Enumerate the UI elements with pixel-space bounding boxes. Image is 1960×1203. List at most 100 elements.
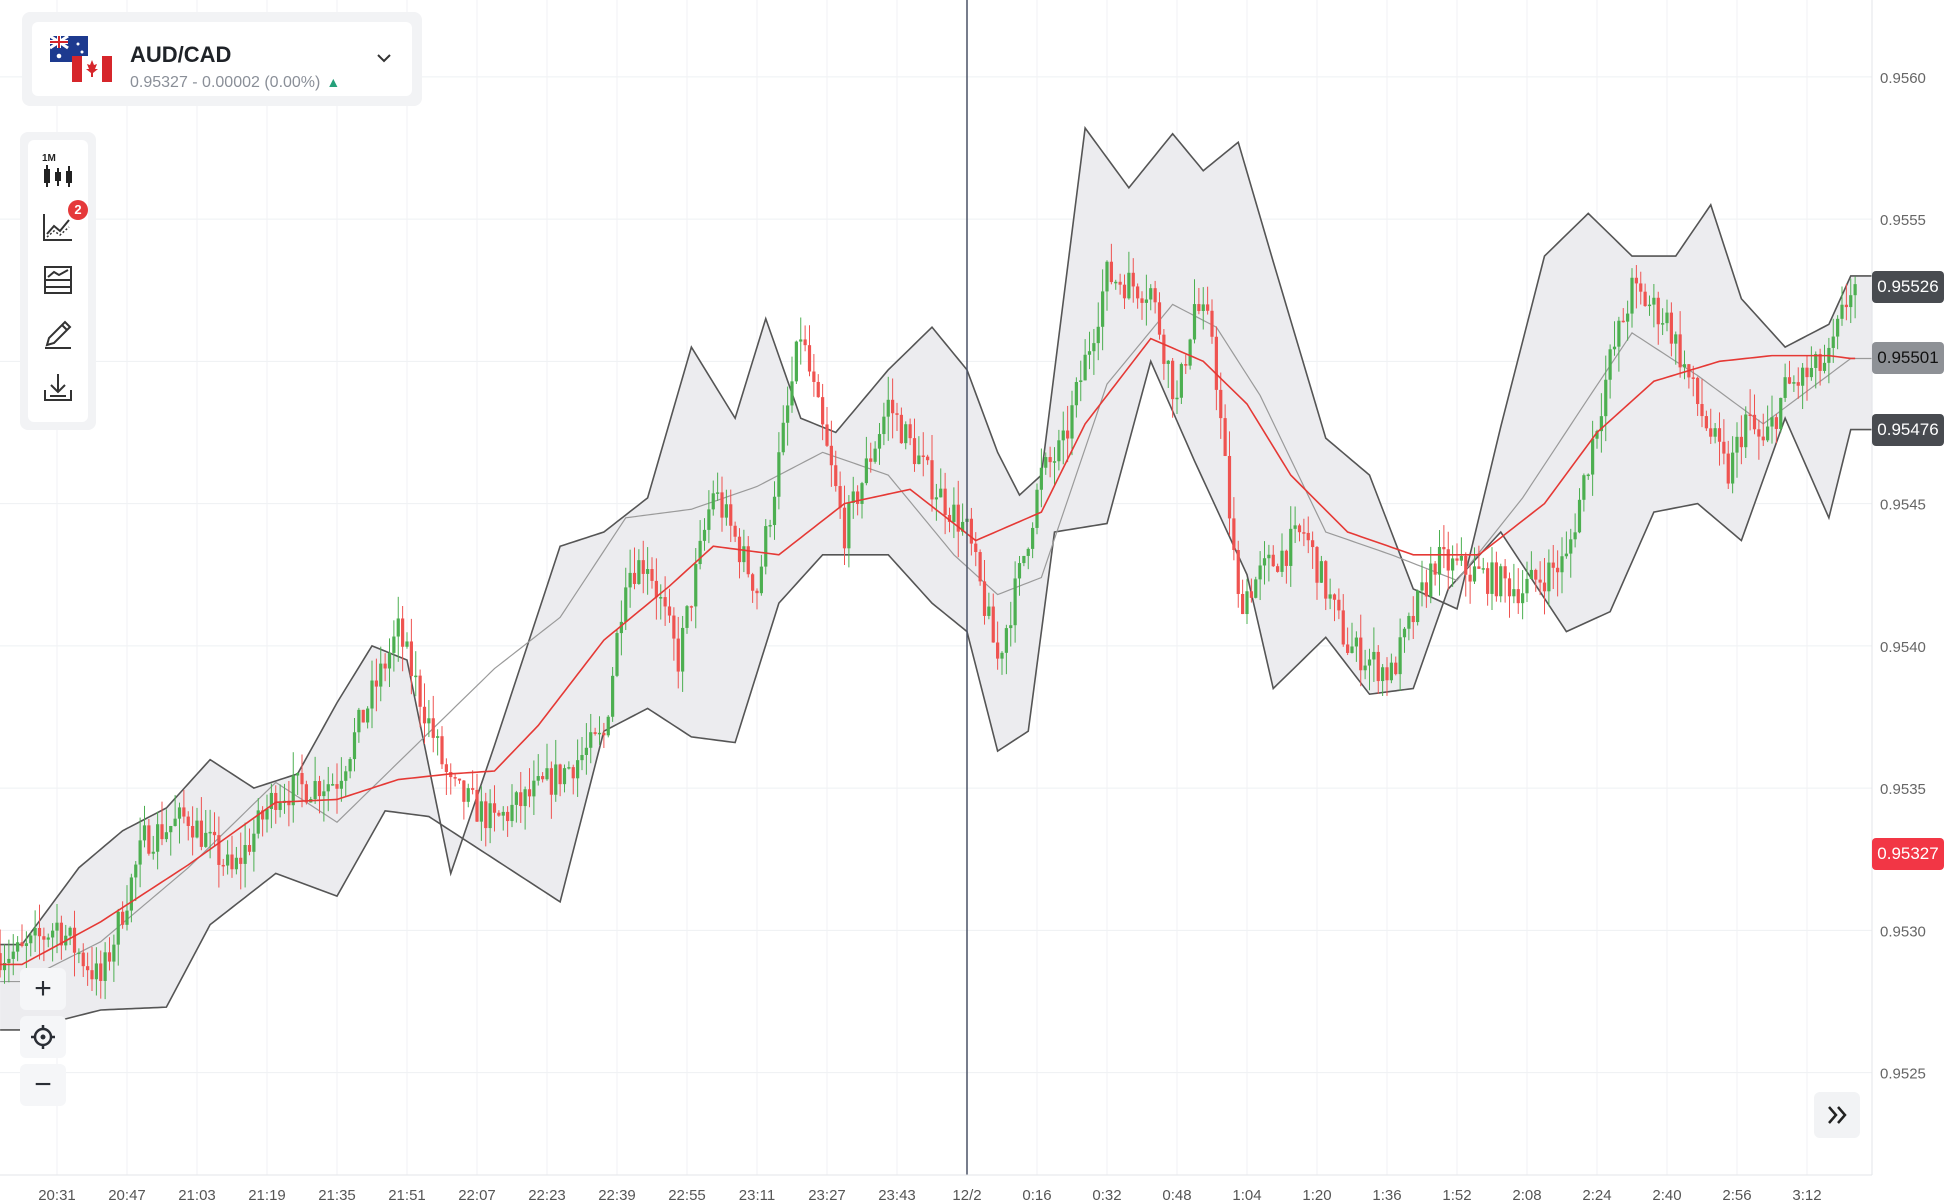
candle-body — [790, 381, 794, 406]
zoom-out-button[interactable]: − — [20, 1064, 66, 1106]
candle-body — [422, 706, 427, 724]
candle-body — [1573, 532, 1577, 540]
candle-body — [877, 434, 882, 449]
indicators-count-badge: 2 — [68, 200, 88, 220]
symbol-selector[interactable]: AUD/CAD 0.95327 - 0.00002 (0.00%) ▲ — [22, 12, 422, 106]
candle-body — [711, 493, 715, 510]
middle-band-line — [0, 303, 1873, 983]
candle-body — [864, 458, 868, 484]
candle-body — [1044, 457, 1048, 468]
candle-body — [1223, 418, 1227, 456]
candle-body — [1280, 550, 1284, 572]
candle-body — [7, 958, 11, 963]
zoom-in-button[interactable]: + — [20, 968, 66, 1010]
candle-body — [1201, 304, 1205, 311]
time-tick-label: 21:35 — [318, 1187, 356, 1203]
candle-body — [291, 775, 295, 806]
candle-body — [1591, 438, 1595, 475]
symbol-quote: 0.95327 - 0.00002 (0.00%) ▲ — [130, 74, 340, 92]
candle-body — [1477, 566, 1481, 569]
candle-body — [313, 781, 317, 800]
candle-body — [1459, 555, 1463, 561]
candle-body — [969, 518, 973, 544]
candle-body — [786, 405, 790, 423]
candle-body — [772, 496, 777, 526]
candle-body — [654, 580, 658, 598]
candle-body — [1805, 367, 1809, 378]
candle-body — [1315, 547, 1319, 583]
candle-body — [195, 820, 199, 838]
candle-body — [1192, 304, 1197, 340]
candle-body — [344, 771, 348, 781]
candle-body — [694, 564, 698, 607]
candle-body — [1739, 436, 1743, 448]
candle-body — [510, 804, 514, 822]
candle-body — [816, 381, 820, 398]
candle-body — [121, 911, 125, 925]
candle-body — [1206, 304, 1210, 311]
candle-body — [825, 424, 829, 446]
candle-body — [637, 560, 641, 584]
candle-body — [523, 789, 527, 807]
candle-body — [1779, 397, 1783, 429]
time-tick-label: 1:20 — [1302, 1187, 1331, 1203]
chevron-down-icon[interactable] — [374, 48, 394, 68]
candle-body — [265, 808, 269, 820]
candle-body — [1722, 441, 1726, 454]
candle-body — [326, 784, 330, 792]
candle-body — [1665, 312, 1669, 324]
candle-body — [1070, 405, 1074, 439]
candle-body — [1350, 646, 1354, 653]
candle-body — [383, 663, 387, 669]
candle-body — [1801, 367, 1805, 386]
candle-body — [1013, 578, 1017, 626]
candle-body — [247, 845, 252, 852]
timeframe-label: 1M — [42, 153, 56, 164]
candle-body — [169, 825, 173, 833]
candle-body — [269, 792, 273, 809]
candle-body — [1731, 452, 1735, 484]
scroll-to-latest-button[interactable] — [1814, 1092, 1860, 1138]
download-icon — [44, 374, 72, 401]
candle-body — [838, 486, 842, 508]
candle-body — [1179, 364, 1183, 398]
drawing-tools-button[interactable] — [38, 314, 78, 354]
candle-body — [331, 784, 335, 786]
candle-body — [860, 483, 864, 504]
time-tick-label: 23:43 — [878, 1187, 916, 1203]
candle-body — [1735, 436, 1739, 453]
center-chart-button[interactable] — [20, 1016, 66, 1058]
bollinger-band — [0, 125, 1873, 1031]
candle-body — [895, 413, 899, 415]
candle-body — [484, 801, 488, 829]
time-tick-label: 3:12 — [1792, 1187, 1821, 1203]
band-fill — [0, 128, 1873, 1030]
timeframe-button[interactable]: 1M — [38, 152, 78, 192]
ema-line — [0, 337, 1856, 966]
indicators-icon — [43, 214, 72, 241]
candle-body — [1131, 272, 1135, 287]
time-tick-label: 0:48 — [1162, 1187, 1191, 1203]
candle-body — [431, 718, 435, 738]
time-tick-label: 20:47 — [108, 1187, 146, 1203]
indicators-button[interactable]: 2 — [38, 200, 88, 246]
candle-body — [807, 345, 812, 372]
lower-band-line — [0, 358, 1873, 1031]
candle-body — [1752, 414, 1757, 430]
download-button[interactable] — [38, 368, 78, 408]
candlestick-timeframe-icon: 1M — [42, 153, 72, 187]
candle-body — [317, 781, 322, 797]
candle-body — [116, 911, 120, 945]
candle-body — [1744, 414, 1748, 448]
candle-body — [99, 963, 103, 981]
candle-body — [1521, 593, 1525, 604]
candle-body — [519, 792, 523, 807]
candle-body — [335, 784, 339, 789]
candle-body — [1389, 662, 1393, 681]
symbol-selector-inner[interactable]: AUD/CAD 0.95327 - 0.00002 (0.00%) ▲ — [32, 22, 412, 96]
candle-body — [501, 811, 505, 816]
candle-body — [1087, 351, 1092, 355]
candle-body — [107, 952, 112, 962]
chart-layout-button[interactable] — [38, 260, 78, 300]
